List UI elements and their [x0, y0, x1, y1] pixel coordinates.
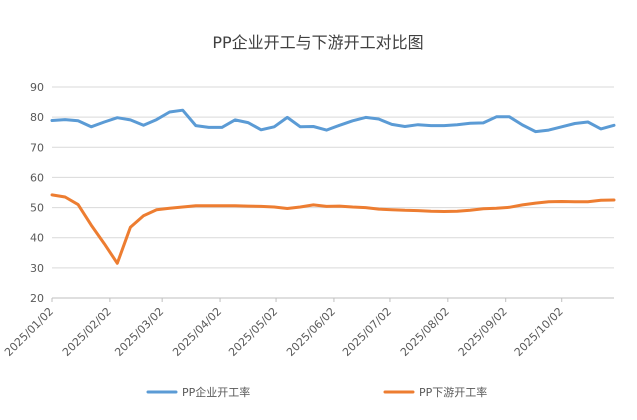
x-tick-label: 2025/07/02: [340, 305, 394, 359]
legend-label: PP企业开工率: [182, 385, 250, 399]
x-tick-label: 2025/09/02: [456, 305, 510, 359]
y-axis: 20 30 40 50 60 70 80 90: [30, 81, 44, 305]
y-tick-label: 80: [30, 111, 44, 124]
x-tick-label: 2025/01/02: [2, 305, 56, 359]
series-line-1: [50, 108, 616, 134]
x-tick-label: 2025/03/02: [112, 305, 166, 359]
x-tick-label: 2025/06/02: [284, 305, 338, 359]
x-tick-label: 2025/02/02: [60, 305, 114, 359]
x-tick-label: 2025/10/02: [512, 305, 566, 359]
y-tick-label: 60: [30, 171, 44, 184]
legend: PP企业开工率 PP下游开工率: [146, 385, 487, 399]
y-tick-label: 40: [30, 232, 44, 245]
x-tick-label: 2025/08/02: [398, 305, 452, 359]
gridlines: [52, 86, 614, 299]
y-tick-label: 30: [30, 262, 44, 275]
series-lines: [50, 108, 616, 265]
y-tick-label: 50: [30, 202, 44, 215]
y-tick-label: 70: [30, 141, 44, 154]
y-tick-label: 90: [30, 81, 44, 94]
x-tick-label: 2025/04/02: [170, 305, 224, 359]
chart-title: PP企业开工与下游开工对比图: [212, 33, 423, 52]
x-tick-label: 2025/05/02: [226, 305, 280, 359]
series-line-2: [50, 193, 616, 265]
legend-label: PP下游开工率: [419, 385, 487, 399]
y-tick-label: 20: [30, 292, 44, 305]
